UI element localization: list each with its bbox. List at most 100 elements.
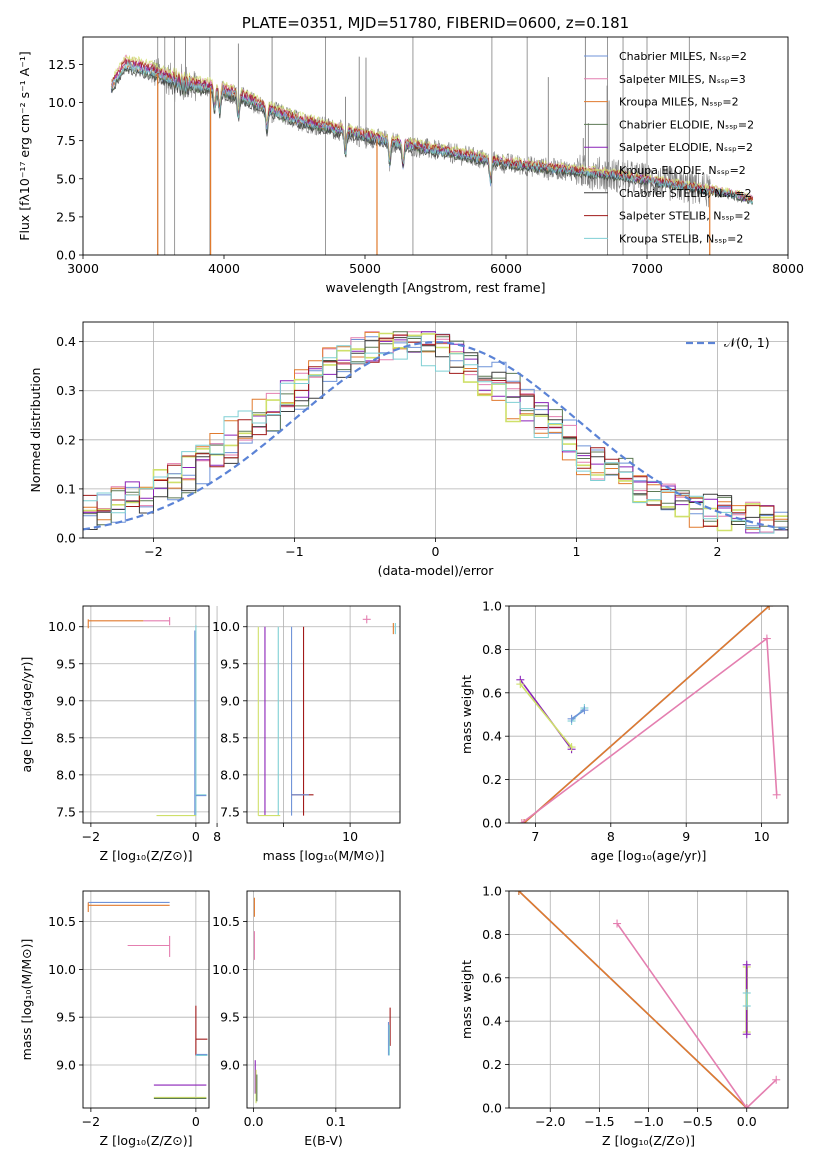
weight-age-ytick-label: 0.8 [482,642,502,657]
weight-z-xtick-label: −1.0 [633,1114,663,1129]
mass-z-axes: −2 0 9.0 9.5 10.0 10.5 Z [log₁₀(Z/Z⊙)] mass [lo… [19,891,209,1148]
spectrum-title: PLATE=0351, MJD=51780, FIBERID=0600, z=0… [242,14,629,32]
age-mass-ytick-label: 7.5 [220,804,240,819]
weight-age-ytick-label: 0.0 [482,816,502,831]
spectrum-xtick-label: 3000 [67,261,99,276]
weight-z-xtick-label: 0.0 [737,1114,757,1129]
weight-age-ytick-label: 0.2 [482,772,502,787]
weight-age-ytick-label: 0.6 [482,685,502,700]
legend-entry: Salpeter MILES, Nₛₛₚ=3 [619,73,746,86]
mass-z-plot-area [87,901,208,1099]
residuals-ytick-label: 0.3 [56,383,76,398]
histogram-chabrier-stelib [83,337,788,531]
age-z-ytick-label: 10.0 [48,619,76,634]
mass-z-ytick-label: 10.5 [48,914,76,929]
weight-age-line [523,606,770,823]
weight-age-xtick-label: 7 [531,829,539,844]
weight-z-plot-area [514,891,781,1108]
model-fit-chabrier-stelib [110,67,754,205]
mass-z-ylabel: mass [log₁₀(M/M⊙)] [19,939,34,1061]
weight-z-xtick-label: −1.5 [584,1114,614,1129]
weight-z-ylabel: mass weight [459,960,474,1039]
spectrum-legend: Chabrier MILES, Nₛₛₚ=2 Salpeter MILES, Nₛ… [584,50,754,245]
residuals-xtick-label: −1 [285,544,303,559]
legend-entry: Salpeter STELIB, Nₛₛₚ=2 [619,210,751,223]
weight-z-xtick-label: −2.0 [535,1114,565,1129]
legend-entry: Kroupa MILES, Nₛₛₚ=2 [619,96,739,109]
age-mass-xtick-label: 10 [342,829,358,844]
age-mass-ytick-label: 9.0 [220,693,240,708]
weight-z-ytick-label: 0.6 [482,970,502,985]
age-mass-ytick-label: 9.5 [220,656,240,671]
spectrum-frame [82,36,789,256]
normal-curve [83,341,788,531]
residuals-frame [82,321,789,539]
residuals-xtick-label: 2 [714,544,722,559]
weight-age-ylabel: mass weight [459,675,474,754]
age-z-xlabel: Z [log₁₀(Z/Z⊙)] [100,848,193,863]
age-mass-frame [246,605,401,824]
legend-entry: Kroupa ELODIE, Nₛₛₚ=2 [619,164,746,177]
mass-ebv-xtick-label: 0.0 [244,1114,264,1129]
spectrum-xtick-label: 7000 [631,261,663,276]
mass-ebv-ytick-label: 9.5 [220,1010,240,1025]
legend-entry: Chabrier ELODIE, Nₛₛₚ=2 [619,118,754,131]
weight-age-xtick-label: 10 [754,829,770,844]
mass-z-ytick-label: 9.0 [56,1057,76,1072]
age-z-ytick-label: 8.0 [56,767,76,782]
weight-z-xlabel: Z [log₁₀(Z/Z⊙)] [602,1133,695,1148]
age-mass-xtick-label: 8 [213,829,221,844]
mass-z-frame [82,890,210,1109]
residuals-ytick-label: 0.2 [56,432,76,447]
age-z-plot-area [87,617,207,817]
weight-z-ytick-label: 0.2 [482,1057,502,1072]
age-z-frame [82,605,210,824]
residuals-ytick-label: 0.1 [56,481,76,496]
weight-age-frame [508,605,789,824]
weight-age-xtick-label: 8 [607,829,615,844]
spectrum-ytick-label: 10.0 [48,95,76,110]
age-z-ytick-label: 9.0 [56,693,76,708]
mass-ebv-ytick-label: 10.0 [212,962,240,977]
mass-z-xlabel: Z [log₁₀(Z/Z⊙)] [100,1133,193,1148]
mass-ebv-ytick-label: 10.5 [212,914,240,929]
weight-z-xtick-label: −0.5 [682,1114,712,1129]
spectrum-xlabel: wavelength [Angstrom, rest frame] [325,280,545,295]
spectrum-xtick-label: 8000 [772,261,804,276]
age-z-xtick-label: 0 [192,829,200,844]
residuals-xtick-label: 1 [573,544,581,559]
histogram-salpeter-stelib [83,334,788,528]
age-mass-ytick-label: 8.0 [220,767,240,782]
normal-legend-label: 𝒩(0, 1) [724,335,770,350]
age-mass-axes: 8 10 7.5 8.0 8.5 9.0 9.5 10.0 mass [log₁₀(M/M⊙)] [212,606,400,863]
weight-z-ytick-label: 1.0 [482,884,502,899]
age-mass-ytick-label: 8.5 [220,730,240,745]
weight-age-ytick-label: 0.4 [482,729,502,744]
mass-ebv-xtick-label: 0.1 [326,1114,346,1129]
spectrum-xtick-label: 4000 [208,261,240,276]
age-mass-xlabel: mass [log₁₀(M/M⊙)] [263,848,385,863]
legend-entry: Chabrier STELIB, Nₛₛₚ=2 [619,187,752,200]
weight-z-line [518,891,748,1108]
residuals-axes: −2 −1 0 1 2 0.0 0.1 0.2 0.3 0.4 (data-model)/error… [28,322,788,578]
weight-age-xlabel: age [log₁₀(age/yr)] [591,848,707,863]
weight-z-ytick-label: 0.8 [482,927,502,942]
spectrum-xtick-label: 5000 [349,261,381,276]
legend-entry: Kroupa STELIB, Nₛₛₚ=2 [619,232,743,245]
age-z-ytick-label: 8.5 [56,730,76,745]
age-z-ytick-label: 9.5 [56,656,76,671]
histogram-kroupa-stelib [83,336,788,534]
mass-z-ytick-label: 10.0 [48,962,76,977]
spectrum-plot-area [110,37,754,255]
weight-age-plot-area [516,606,781,823]
spectrum-ylabel: Flux [fλ10⁻¹⁷ erg cm⁻² s⁻¹ A⁻¹] [17,51,32,240]
residuals-xtick-label: 0 [432,544,440,559]
spectrum-xtick-label: 6000 [490,261,522,276]
mass-ebv-ytick-label: 9.0 [220,1057,240,1072]
mass-ebv-plot-area [253,897,391,1104]
weight-age-line [571,709,585,720]
age-mass-ytick-label: 10.0 [212,619,240,634]
residuals-xtick-label: −2 [144,544,162,559]
mass-z-xtick-label: −2 [82,1114,100,1129]
